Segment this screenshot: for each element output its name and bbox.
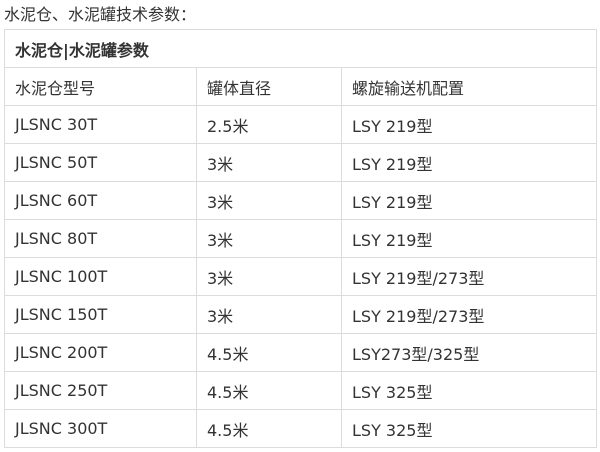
cell-conveyor: LSY 219型	[341, 219, 597, 258]
table-row: JLSNC 100T 3米 LSY 219型/273型	[4, 257, 597, 296]
cell-model: JLSNC 80T	[4, 219, 197, 258]
intro-text: 水泥仓、水泥罐技术参数：	[4, 5, 197, 24]
cell-diameter: 4.5米	[196, 409, 342, 448]
cell-conveyor: LSY 219型	[341, 181, 597, 220]
cell-diameter: 3米	[196, 181, 342, 220]
cell-diameter: 4.5米	[196, 371, 342, 410]
cell-conveyor: LSY 219型	[341, 143, 597, 182]
cell-conveyor: LSY 219型/273型	[341, 257, 597, 296]
cell-diameter: 3米	[196, 257, 342, 296]
header-model: 水泥仓型号	[4, 67, 197, 106]
cell-conveyor: LSY 219型	[341, 105, 597, 144]
table-row: JLSNC 150T 3米 LSY 219型/273型	[4, 295, 597, 334]
table-header-row: 水泥仓型号 罐体直径 螺旋输送机配置	[4, 67, 597, 106]
table-row: JLSNC 50T 3米 LSY 219型	[4, 143, 597, 182]
table-row: JLSNC 200T 4.5米 LSY273型/325型	[4, 333, 597, 372]
table-row: JLSNC 80T 3米 LSY 219型	[4, 219, 597, 258]
table-row: JLSNC 60T 3米 LSY 219型	[4, 181, 597, 220]
cell-model: JLSNC 300T	[4, 409, 197, 448]
cell-model: JLSNC 30T	[4, 105, 197, 144]
cell-model: JLSNC 150T	[4, 295, 197, 334]
cell-diameter: 3米	[196, 143, 342, 182]
cell-model: JLSNC 200T	[4, 333, 197, 372]
cell-model: JLSNC 50T	[4, 143, 197, 182]
cell-diameter: 3米	[196, 295, 342, 334]
cell-conveyor: LSY 219型/273型	[341, 295, 597, 334]
header-diameter: 罐体直径	[196, 67, 342, 106]
cell-conveyor: LSY 325型	[341, 371, 597, 410]
table-row: JLSNC 300T 4.5米 LSY 325型	[4, 409, 597, 448]
cell-conveyor: LSY 325型	[341, 409, 597, 448]
parameter-table: 水泥仓|水泥罐参数 水泥仓型号 罐体直径 螺旋输送机配置 JLSNC 30T 2.…	[4, 29, 597, 448]
table-title: 水泥仓|水泥罐参数	[4, 29, 597, 68]
table-title-row: 水泥仓|水泥罐参数	[4, 29, 597, 68]
cell-diameter: 3米	[196, 219, 342, 258]
header-conveyor: 螺旋输送机配置	[341, 67, 597, 106]
cell-model: JLSNC 60T	[4, 181, 197, 220]
cell-model: JLSNC 100T	[4, 257, 197, 296]
table-row: JLSNC 30T 2.5米 LSY 219型	[4, 105, 597, 144]
cell-conveyor: LSY273型/325型	[341, 333, 597, 372]
table-row: JLSNC 250T 4.5米 LSY 325型	[4, 371, 597, 410]
cell-diameter: 2.5米	[196, 105, 342, 144]
cell-model: JLSNC 250T	[4, 371, 197, 410]
cell-diameter: 4.5米	[196, 333, 342, 372]
